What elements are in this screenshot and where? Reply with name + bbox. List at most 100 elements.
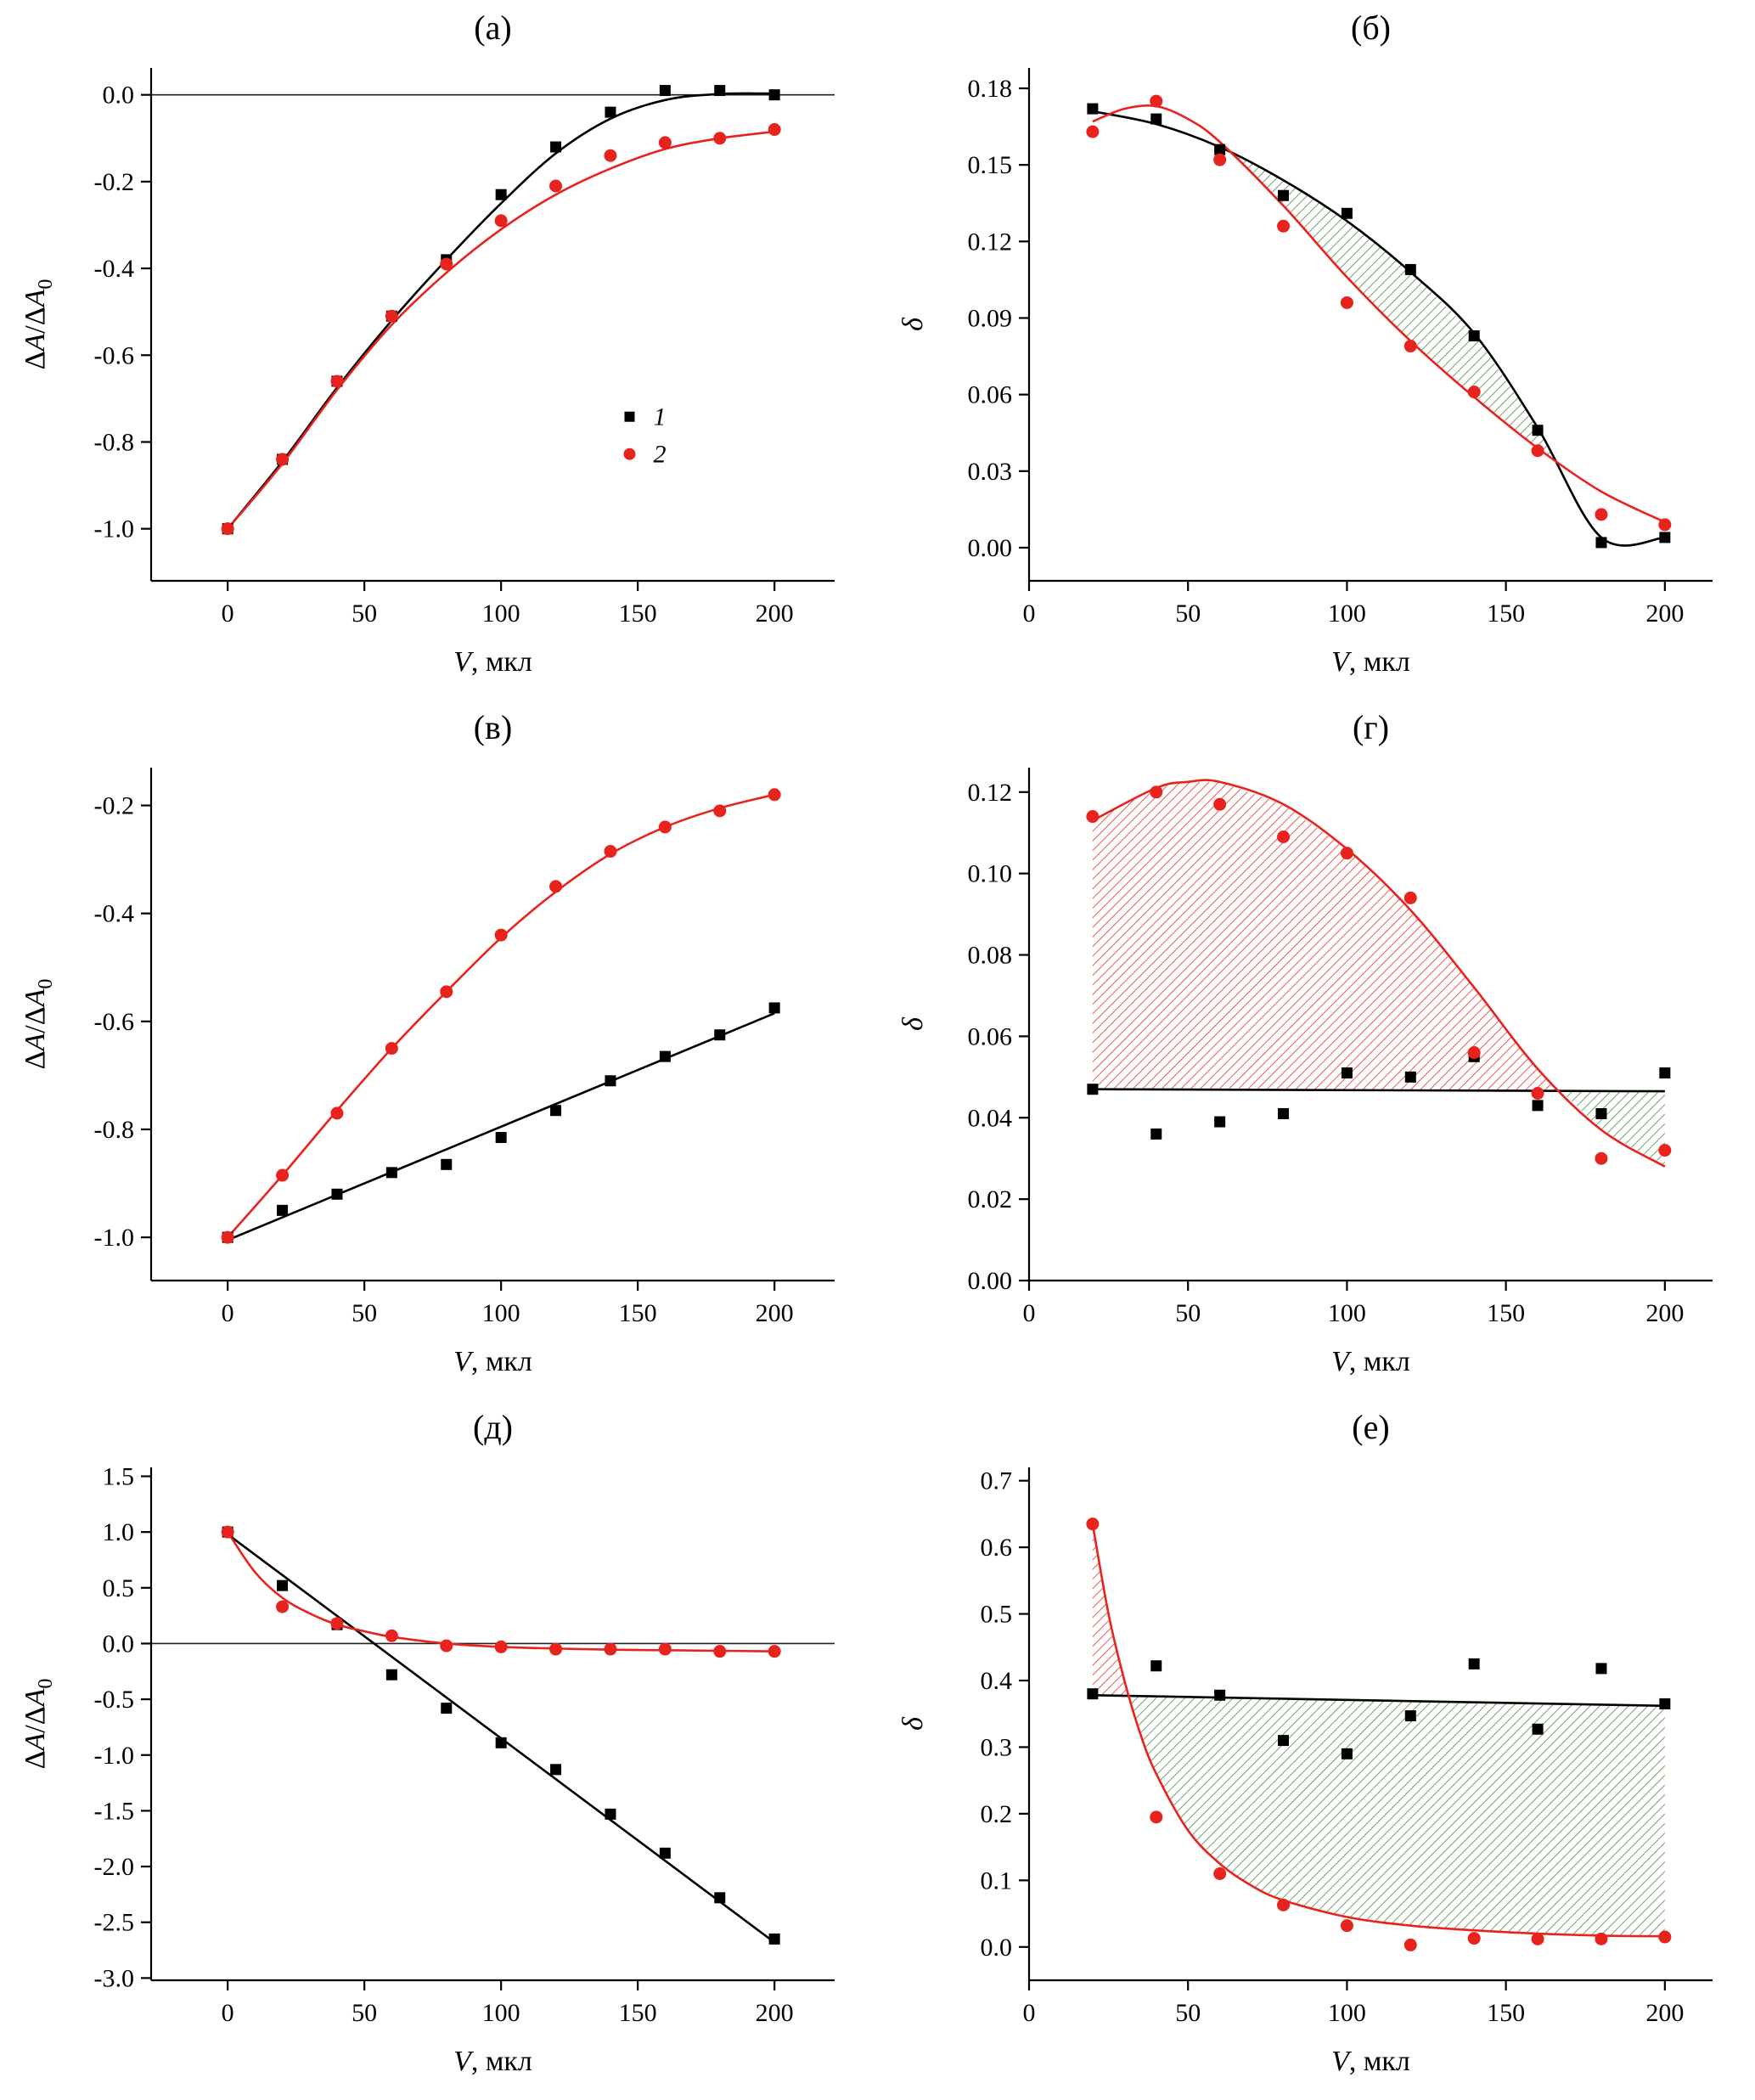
x-tick-label: 200 (1645, 1999, 1684, 2027)
x-tick-label: 100 (482, 1299, 520, 1327)
y-tick-label: 0.18 (967, 75, 1012, 103)
y-tick-label: 0.6 (980, 1534, 1012, 1562)
y-tick-label: 0.1 (980, 1866, 1012, 1895)
x-tick-label: 200 (1645, 600, 1684, 628)
data-point-square (1532, 1100, 1544, 1112)
data-point-circle (330, 1106, 344, 1120)
y-tick-label: 0.5 (103, 1574, 135, 1602)
x-tick-label: 100 (482, 600, 520, 628)
legend-label: 2 (654, 441, 667, 469)
y-tick-label: 0.0 (103, 1630, 135, 1658)
panel-title: (д) (473, 1408, 513, 1446)
data-point-square (1150, 113, 1162, 125)
x-tick-label: 0 (222, 1299, 234, 1327)
fit-curve-1 (227, 92, 775, 530)
y-tick-label: 0.00 (967, 534, 1012, 562)
data-point-circle (440, 985, 453, 999)
data-point-square (714, 1892, 726, 1904)
x-tick-label: 150 (1487, 600, 1525, 628)
y-tick-label: 0.04 (967, 1104, 1012, 1132)
x-axis-label: V, мкл (453, 1346, 532, 1377)
data-point-circle (1657, 1144, 1671, 1157)
y-axis-label: δ (897, 317, 929, 331)
data-point-square (1595, 1663, 1606, 1675)
y-tick-label: -0.2 (94, 168, 135, 196)
data-point-square (495, 1132, 507, 1144)
data-point-circle (549, 1642, 563, 1656)
panel-title: (е) (1352, 1408, 1389, 1446)
x-tick-label: 200 (756, 1999, 794, 2027)
y-axis-label: δ (897, 1716, 929, 1731)
y-axis-label: δ (897, 1016, 929, 1031)
x-tick-label: 50 (352, 1999, 377, 2027)
data-point-circle (1276, 830, 1290, 843)
y-tick-label: -0.8 (94, 1116, 135, 1144)
data-point-square (659, 1050, 671, 1062)
y-tick-label: 1.0 (103, 1518, 135, 1546)
data-point-circle (1085, 1517, 1099, 1531)
y-tick-label: -2.5 (94, 1909, 135, 1937)
data-point-circle (1657, 518, 1671, 532)
data-point-square (1213, 1116, 1225, 1128)
x-tick-label: 50 (1175, 1299, 1201, 1327)
data-point-circle (1085, 125, 1099, 138)
y-tick-label: 0.06 (967, 1022, 1012, 1050)
x-tick-label: 50 (352, 600, 377, 628)
y-tick-label: 1.5 (103, 1463, 135, 1491)
panel-title: (б) (1351, 8, 1391, 47)
y-tick-label: 0.15 (967, 151, 1012, 179)
x-tick-label: 0 (1022, 1299, 1035, 1327)
x-tick-label: 100 (1327, 1999, 1365, 2027)
data-point-square (1468, 1658, 1480, 1669)
data-point-circle (1212, 153, 1226, 166)
data-point-circle (1340, 296, 1353, 309)
data-point-circle (1212, 797, 1226, 811)
x-tick-label: 150 (1487, 1299, 1525, 1327)
data-point-circle (276, 1600, 290, 1613)
x-tick-label: 100 (1327, 600, 1365, 628)
hatch-region-red (1092, 1523, 1129, 1697)
data-point-circle (1085, 810, 1099, 824)
x-tick-label: 200 (756, 600, 794, 628)
y-tick-label: 0.12 (967, 228, 1012, 256)
x-tick-label: 50 (1175, 600, 1201, 628)
y-tick-label: -1.5 (94, 1797, 135, 1825)
chart-d: (д) 0 50 100 150 200 1.5 1.0 0.5 0.0 -0.5 -1.0 -1.5 -… (20, 1408, 835, 2077)
data-point-circle (1594, 1932, 1607, 1945)
x-tick-label: 0 (222, 1999, 234, 2027)
data-point-circle (221, 1230, 234, 1244)
legend-marker-circle (623, 448, 636, 460)
fit-curve-2 (227, 130, 775, 530)
data-point-circle (1467, 1932, 1481, 1945)
data-point-circle (494, 1640, 508, 1653)
data-point-square (1277, 189, 1289, 201)
panel-title: (г) (1352, 708, 1388, 746)
data-point-square (1658, 1067, 1670, 1079)
panel-b: (б) 0 50 100 150 200 0.00 0.03 0.06 0.09 0.12 0.15 0… (877, 0, 1755, 700)
data-point-circle (385, 1629, 398, 1642)
y-tick-label: -0.8 (94, 428, 135, 456)
x-tick-label: 150 (619, 1999, 657, 2027)
x-tick-label: 150 (1487, 1999, 1525, 2027)
data-point-square (1468, 330, 1480, 342)
data-point-circle (768, 1645, 781, 1658)
panel-v: (в) 0 50 100 150 200 -0.2 -0.4 -0.6 -0.8 -1.0 V, мк… (0, 700, 877, 1399)
data-point-square (277, 1579, 289, 1591)
y-tick-label: 0.09 (967, 304, 1012, 332)
chart-b: (б) 0 50 100 150 200 0.00 0.03 0.06 0.09 0.12 0.15 0… (897, 8, 1713, 678)
data-point-square (605, 1075, 616, 1087)
data-point-square (1658, 1697, 1670, 1709)
data-point-square (277, 1204, 289, 1216)
data-point-square (659, 1847, 671, 1859)
x-tick-label: 200 (756, 1299, 794, 1327)
y-axis-label: ΔA/ΔA0 (20, 1679, 57, 1770)
legend-label: 1 (654, 403, 667, 431)
data-point-square (550, 141, 562, 153)
fit-curve-1 (1092, 1693, 1665, 1708)
data-point-circle (1340, 847, 1353, 860)
y-tick-label: 0.12 (967, 779, 1012, 807)
data-point-square (1595, 1107, 1606, 1119)
data-point-square (1086, 103, 1098, 115)
data-point-circle (1149, 1810, 1162, 1824)
fit-curve-2 (227, 793, 775, 1238)
